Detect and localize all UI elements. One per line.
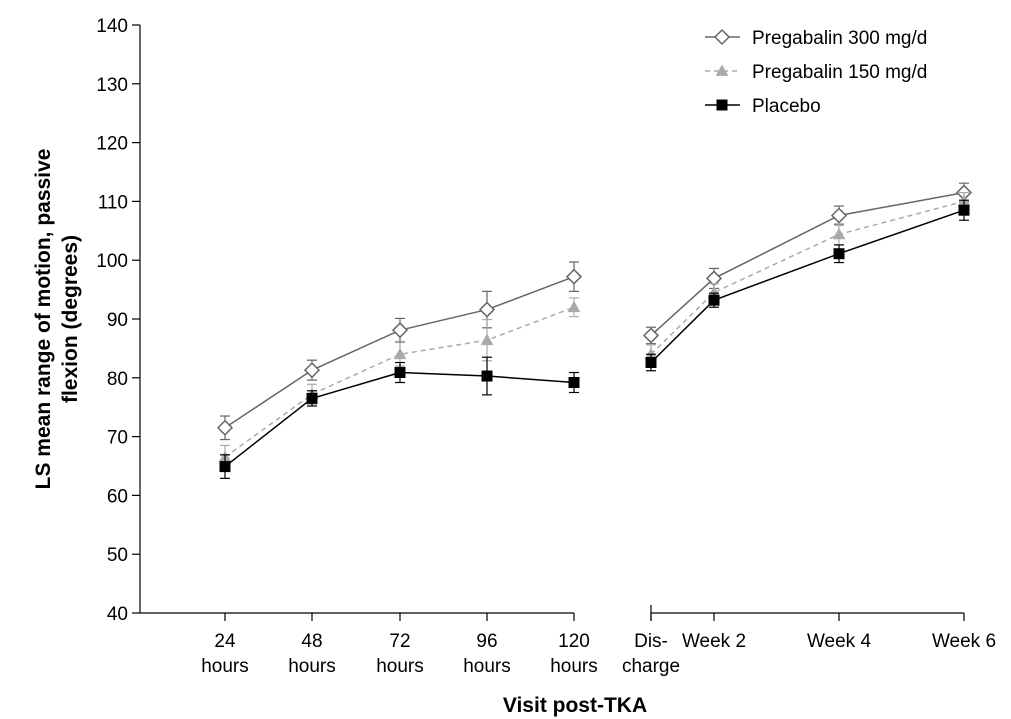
- series-layer: [216, 182, 973, 479]
- y-tick-label: 130: [96, 75, 128, 96]
- data-point-square: [716, 99, 728, 111]
- data-point-square: [568, 377, 580, 389]
- x-tick-label: hours: [288, 656, 336, 677]
- legend: Pregabalin 300 mg/d Pregabalin 150 mg/d Pl…: [705, 28, 927, 117]
- data-point-square: [645, 357, 657, 369]
- legend-label: Pregabalin 150 mg/d: [752, 62, 927, 83]
- y-axis-title-line: flexion (degrees): [59, 235, 82, 403]
- y-tick-label: 90: [107, 310, 128, 331]
- series-line: [650, 191, 965, 337]
- x-tick-label: Week 2: [682, 631, 746, 652]
- legend-item: Placebo: [705, 96, 821, 117]
- y-tick-label: 100: [96, 251, 128, 272]
- data-point-square: [306, 392, 318, 404]
- data-point-diamond: [642, 327, 660, 344]
- legend-item: Pregabalin 300 mg/d: [705, 28, 927, 49]
- x-tick-label: Dis-: [634, 631, 668, 652]
- data-point-square: [833, 248, 845, 260]
- x-axis: 24 hours 48 hours 72 hours 96 hours 120 hours Dis-…: [140, 605, 996, 677]
- y-tick-label: 120: [96, 134, 128, 155]
- y-tick-label: 50: [107, 545, 128, 566]
- data-point-triangle: [832, 227, 846, 240]
- y-tick-label: 40: [107, 604, 128, 625]
- x-tick-label: hours: [550, 656, 598, 677]
- series-line: [650, 209, 965, 364]
- x-tick-label: 96: [476, 631, 497, 652]
- data-point-triangle: [480, 333, 494, 346]
- x-tick-label: 48: [301, 631, 322, 652]
- data-point-triangle: [715, 64, 729, 76]
- x-tick-label: 120: [558, 631, 590, 652]
- y-axis-title-line: LS mean range of motion, passive: [32, 149, 55, 490]
- x-tick-label: hours: [376, 656, 424, 677]
- y-tick-label: 140: [96, 16, 128, 37]
- series-pregabalin-150-mg-d: [218, 191, 971, 470]
- legend-label: Pregabalin 300 mg/d: [752, 28, 927, 49]
- data-point-triangle: [393, 347, 407, 360]
- data-point-square: [219, 461, 231, 473]
- legend-item: Pregabalin 150 mg/d: [705, 62, 927, 83]
- y-axis: 40 50 60 70 80 90 100 110 120 130 140: [96, 16, 141, 625]
- legend-label: Placebo: [752, 96, 821, 117]
- y-tick-label: 70: [107, 428, 128, 449]
- series-pregabalin-300-mg-d: [216, 182, 973, 441]
- x-tick-label: charge: [622, 656, 680, 677]
- x-tick-label: hours: [201, 656, 249, 677]
- data-point-diamond: [478, 301, 496, 318]
- data-point-triangle: [567, 300, 581, 313]
- data-point-diamond: [830, 207, 848, 224]
- data-point-diamond: [303, 362, 321, 379]
- data-point-square: [708, 294, 720, 306]
- data-point-diamond: [565, 268, 583, 285]
- data-point-square: [481, 370, 493, 382]
- x-tick-label: 24: [214, 631, 236, 652]
- y-tick-label: 110: [98, 192, 128, 213]
- data-point-square: [958, 204, 970, 216]
- x-tick-label: Week 6: [932, 631, 996, 652]
- x-axis-title: Visit post-TKA: [503, 694, 647, 717]
- y-tick-label: 80: [107, 369, 128, 390]
- x-tick-label: 72: [389, 631, 410, 652]
- series-placebo: [219, 199, 970, 479]
- data-point-diamond: [391, 322, 409, 339]
- x-tick-label: hours: [463, 656, 511, 677]
- data-point-square: [394, 367, 406, 379]
- data-point-diamond: [216, 419, 234, 436]
- series-line: [650, 200, 965, 355]
- x-tick-label: Week 4: [807, 631, 872, 652]
- data-point-diamond: [713, 28, 731, 46]
- y-tick-label: 60: [107, 486, 128, 507]
